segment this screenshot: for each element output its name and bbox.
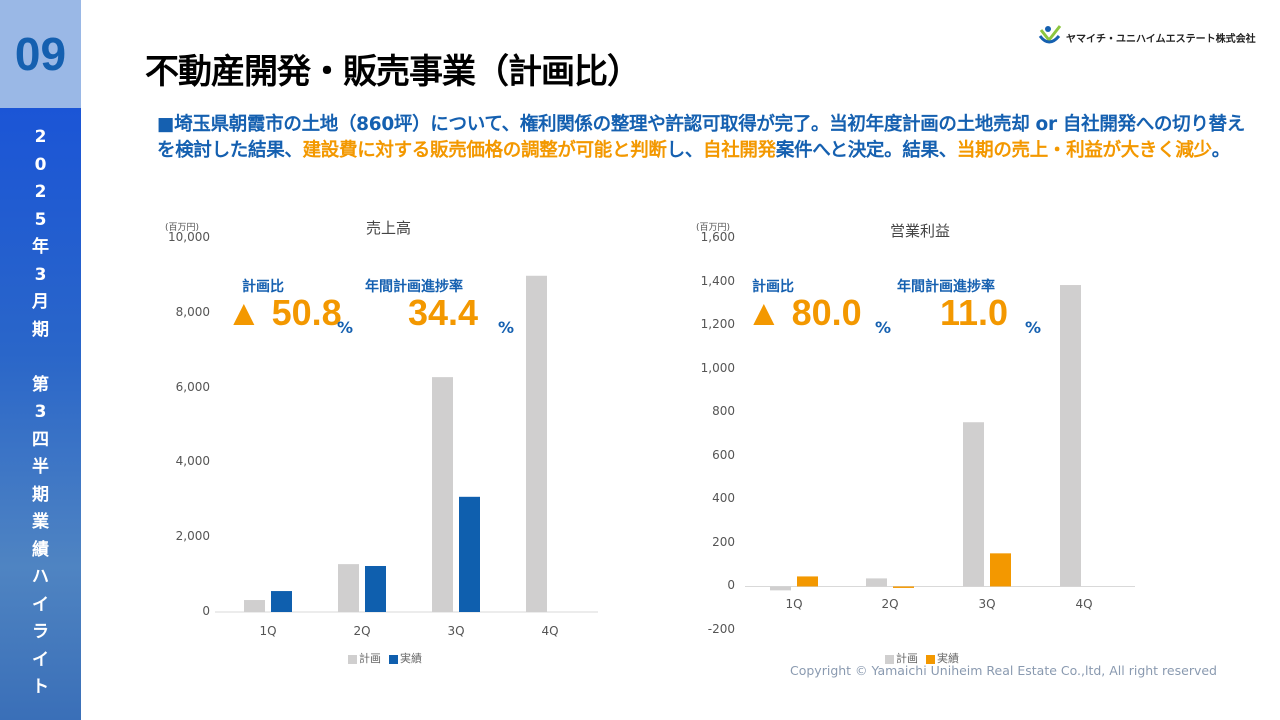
legend-plan: 計画 bbox=[348, 650, 381, 666]
y-tick-label: 0 bbox=[202, 604, 210, 618]
x-tick-label: 2Q bbox=[353, 624, 371, 638]
sidebar-char: 期 bbox=[32, 484, 49, 505]
summary-highlight: 当期の売上・利益が大きく減少 bbox=[956, 140, 1212, 161]
y-tick-label: 800 bbox=[712, 404, 735, 419]
sidebar-char: 2 bbox=[34, 127, 47, 147]
actual-bar-2Q bbox=[893, 586, 914, 588]
sidebar-char: 績 bbox=[32, 539, 49, 560]
sales-kpi-label-plan-ratio: 計画比 bbox=[242, 279, 284, 295]
sales-kpi-progress: 34.4 bbox=[408, 292, 479, 333]
sidebar-char: イ bbox=[32, 594, 49, 615]
y-tick-label: 0 bbox=[727, 578, 735, 593]
page-number: 09 bbox=[14, 28, 67, 80]
sidebar-char: 年 bbox=[32, 237, 49, 257]
y-tick-label: 400 bbox=[712, 491, 735, 506]
profit-kpi-label-plan-ratio: 計画比 bbox=[752, 279, 794, 295]
sales-legend: 計画 実績 bbox=[348, 650, 422, 666]
summary-part: 案件へと決定。結果、 bbox=[775, 140, 957, 161]
page-title: 不動産開発・販売事業（計画比） bbox=[145, 52, 641, 92]
summary-part: 。 bbox=[1211, 140, 1231, 161]
sidebar-char: ハ bbox=[32, 567, 49, 587]
y-tick-label: 1,400 bbox=[700, 273, 735, 288]
x-tick-label: 3Q bbox=[978, 597, 996, 612]
x-tick-label: 3Q bbox=[447, 624, 465, 638]
profit-kpi-plan-ratio: ▲ 80.0 bbox=[746, 292, 862, 333]
y-tick-label: 1,000 bbox=[700, 360, 735, 375]
profit-kpi-progress: 11.0 bbox=[940, 292, 1009, 333]
sidebar-char: 3 bbox=[34, 402, 47, 422]
profit-kpi-pct1: % bbox=[875, 318, 892, 337]
plan-bar-1Q bbox=[244, 600, 265, 612]
y-tick-label: -200 bbox=[707, 622, 735, 636]
profit-kpi-label-progress: 年間計画進捗率 bbox=[897, 279, 995, 295]
plan-bar-3Q bbox=[432, 377, 453, 612]
sales-kpi-label-progress: 年間計画進捗率 bbox=[365, 279, 463, 295]
sidebar-char: 第 bbox=[32, 374, 49, 395]
y-tick-label: 600 bbox=[712, 447, 735, 462]
y-tick-label: 4,000 bbox=[175, 454, 210, 469]
x-tick-label: 1Q bbox=[785, 597, 803, 612]
sidebar-char: ラ bbox=[32, 622, 49, 642]
summary-part: ■埼玉県朝霞市の土地（860坪）について、権利関係の整理や許認可取得が完了。当初… bbox=[157, 114, 1245, 161]
x-tick-label: 2Q bbox=[881, 597, 899, 612]
plan-bar-4Q bbox=[1060, 285, 1081, 587]
sidebar-char: 業 bbox=[32, 512, 49, 532]
actual-bar-1Q bbox=[797, 576, 818, 587]
actual-bar-2Q bbox=[365, 565, 386, 612]
sidebar-char: 四 bbox=[32, 429, 49, 450]
summary-part: し、 bbox=[666, 140, 704, 161]
plan-bar-4Q bbox=[526, 275, 547, 612]
x-tick-label: 4Q bbox=[1075, 597, 1093, 612]
company-logo: ヤマイチ・ユニハイムエステート株式会社 bbox=[1038, 24, 1256, 50]
plan-bar-3Q bbox=[963, 422, 984, 587]
sidebar-char: 5 bbox=[34, 209, 47, 230]
plan-bar-1Q bbox=[770, 586, 791, 591]
page-number-box: 09 bbox=[0, 0, 81, 108]
actual-bar-1Q bbox=[271, 591, 292, 612]
sidebar-char: 2 bbox=[34, 182, 47, 202]
sales-kpi-plan-ratio: ▲ 50.8 bbox=[226, 292, 342, 333]
y-tick-label: 1,600 bbox=[700, 230, 735, 244]
profit-unit: (百万円) bbox=[696, 223, 731, 233]
sidebar-char: 半 bbox=[32, 457, 49, 477]
summary-highlight: 建設費に対する販売価格の調整が可能と判断 bbox=[302, 140, 667, 161]
sidebar-char: イ bbox=[32, 649, 49, 670]
y-tick-label: 6,000 bbox=[175, 379, 210, 394]
sales-kpi-pct2: % bbox=[498, 318, 515, 337]
legend-actual: 実績 bbox=[926, 650, 959, 666]
logo-icon bbox=[1038, 25, 1062, 44]
sidebar-char: 月 bbox=[32, 292, 49, 312]
y-tick-label: 1,200 bbox=[700, 317, 735, 332]
actual-bar-3Q bbox=[990, 553, 1011, 587]
legend-actual: 実績 bbox=[389, 650, 422, 666]
y-tick-label: 10,000 bbox=[168, 230, 210, 244]
company-name: ヤマイチ・ユニハイムエステート株式会社 bbox=[1066, 33, 1256, 45]
x-tick-label: 1Q bbox=[259, 624, 277, 638]
sales-chart-title: 売上高 bbox=[366, 219, 412, 237]
y-tick-label: 2,000 bbox=[175, 529, 210, 544]
profit-legend: 計画 実績 bbox=[885, 650, 959, 666]
sidebar-char: 期 bbox=[32, 319, 49, 340]
sidebar-char: 3 bbox=[34, 264, 47, 285]
sales-kpi-pct1: % bbox=[337, 318, 354, 337]
y-tick-label: 8,000 bbox=[175, 304, 210, 319]
summary-highlight: 自社開発 bbox=[703, 140, 776, 161]
profit-chart-title: 営業利益 bbox=[890, 222, 951, 240]
sidebar-char: 0 bbox=[34, 154, 47, 175]
plan-bar-2Q bbox=[338, 564, 359, 612]
y-tick-label: 200 bbox=[712, 534, 735, 549]
sales-unit: (百万円) bbox=[165, 223, 200, 233]
copyright: Copyright © Yamaichi Uniheim Real Estate… bbox=[790, 663, 1217, 678]
x-tick-label: 4Q bbox=[541, 624, 559, 638]
profit-kpi-pct2: % bbox=[1025, 318, 1042, 337]
summary-text: ■埼玉県朝霞市の土地（860坪）について、権利関係の整理や許認可取得が完了。当初… bbox=[157, 112, 1247, 164]
actual-bar-3Q bbox=[459, 496, 480, 612]
sidebar-char: ト bbox=[32, 677, 49, 697]
plan-bar-2Q bbox=[866, 578, 887, 587]
legend-plan: 計画 bbox=[885, 650, 918, 666]
